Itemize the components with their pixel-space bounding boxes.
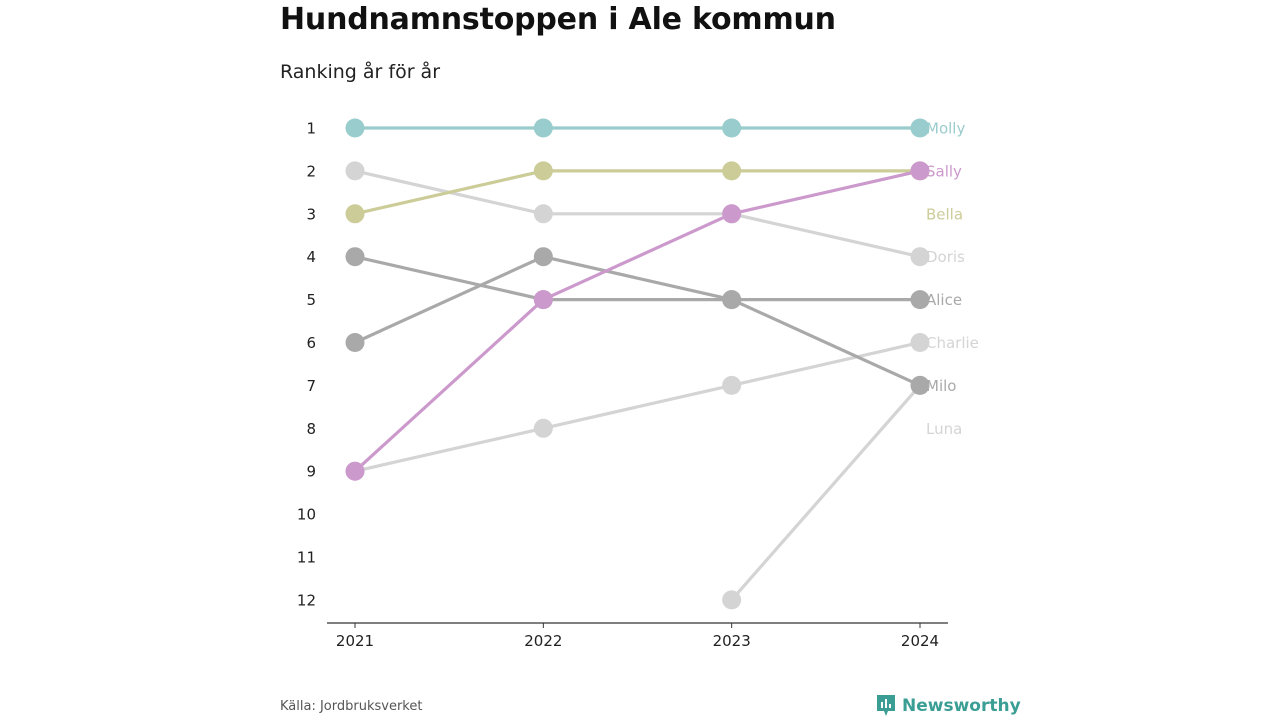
point-sally-2023	[722, 204, 742, 224]
end-label-milo: Milo	[926, 377, 956, 395]
point-milo-2022	[533, 247, 553, 267]
y-tick-label-9: 9	[306, 463, 316, 481]
y-tick-label-3: 3	[306, 205, 316, 223]
y-tick-label-5: 5	[306, 291, 316, 309]
point-alice-2024	[910, 290, 930, 310]
point-molly-2021	[345, 118, 365, 138]
point-bella-2023	[722, 161, 742, 181]
x-tick-label-2022: 2022	[524, 632, 562, 650]
end-label-luna: Luna	[926, 420, 962, 438]
point-doris-2024	[910, 247, 930, 267]
y-tick-label-8: 8	[306, 420, 316, 438]
series-line-doris	[353, 169, 922, 259]
page-title: Hundnamnstoppen i Ale kommun	[280, 2, 836, 37]
y-tick-label-6: 6	[306, 334, 316, 352]
series-end-labels: Molly Sally Bella Doris Alice Charlie Milo Luna	[926, 120, 979, 438]
end-label-charlie: Charlie	[926, 334, 979, 352]
point-sally-2022	[533, 290, 553, 310]
point-alice-2021	[345, 247, 365, 267]
point-molly-2024	[910, 118, 930, 138]
point-luna-2024	[910, 333, 930, 352]
x-tick-label-2021: 2021	[336, 632, 374, 650]
series-line-bella	[353, 169, 922, 216]
series-line-milo	[353, 255, 922, 387]
point-doris-2022	[533, 204, 553, 224]
x-tick-label-2024: 2024	[901, 632, 939, 650]
point-milo-2024	[910, 375, 930, 395]
point-doris-2021	[345, 161, 365, 181]
point-alice-2023	[722, 290, 742, 310]
newsworthy-bar-chart-icon	[877, 695, 895, 716]
end-label-sally: Sally	[926, 162, 962, 180]
y-tick-label-4: 4	[306, 248, 316, 266]
end-label-molly: Molly	[926, 120, 965, 138]
y-tick-label-11: 11	[297, 549, 316, 567]
series-line-charlie	[730, 383, 922, 602]
y-tick-label-10: 10	[297, 506, 316, 524]
point-luna-2023	[722, 375, 742, 395]
series-lines	[353, 126, 922, 602]
y-tick-label-7: 7	[306, 377, 316, 395]
end-label-doris: Doris	[926, 248, 965, 266]
series-line-luna	[353, 340, 922, 473]
series-line-alice	[353, 255, 922, 302]
brand-logo[interactable]: Newsworthy	[876, 694, 1021, 718]
point-molly-2023	[722, 118, 742, 138]
series-line-sally	[353, 169, 922, 473]
brand-name: Newsworthy	[902, 696, 1021, 716]
point-bella-2021	[345, 204, 365, 224]
point-molly-2022	[533, 118, 553, 138]
series-points	[345, 118, 930, 610]
y-tick-label-12: 12	[297, 591, 316, 609]
point-bella-2022	[533, 161, 553, 181]
point-charlie-2023	[722, 590, 742, 610]
page-subtitle: Ranking år för år	[280, 61, 441, 83]
point-milo-2021	[345, 333, 365, 352]
point-sally-2021	[345, 461, 365, 481]
y-tick-label-1: 1	[306, 120, 316, 138]
y-tick-label-2: 2	[306, 162, 316, 180]
x-tick-label-2023: 2023	[713, 632, 751, 650]
end-label-alice: Alice	[926, 291, 962, 309]
point-luna-2022	[533, 418, 553, 438]
point-sally-2024	[910, 161, 930, 181]
end-label-bella: Bella	[926, 205, 963, 223]
source-note: Källa: Jordbruksverket	[280, 699, 423, 714]
x-axis: 2021 2022 2023 2024	[327, 622, 948, 650]
